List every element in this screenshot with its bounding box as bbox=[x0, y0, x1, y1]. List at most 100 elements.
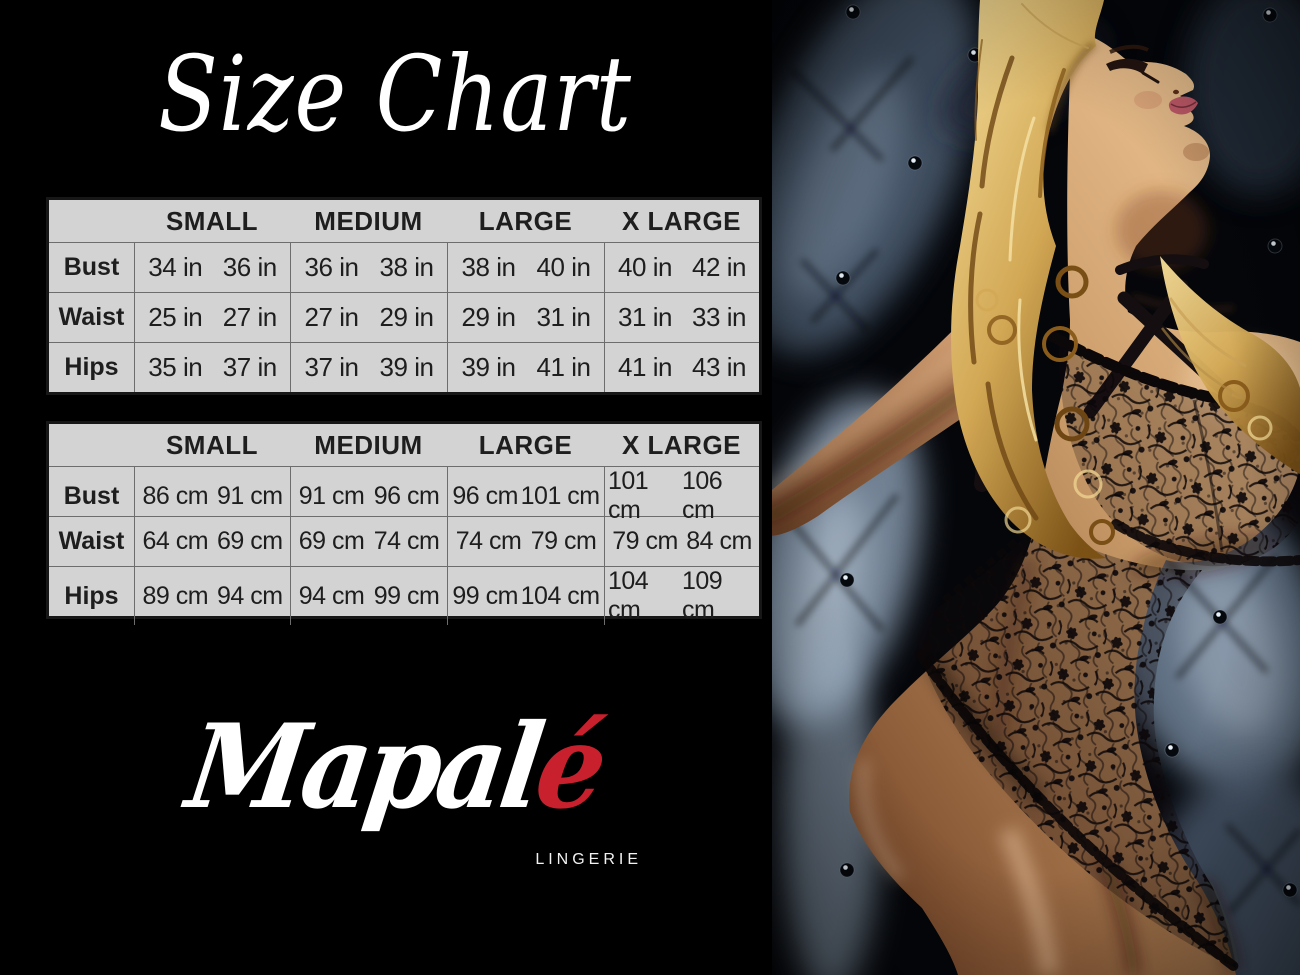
size-cell-small: 64 cm 69 cm bbox=[134, 517, 290, 566]
measure-value: 99 cm bbox=[373, 581, 440, 610]
measure-value: 106 cm bbox=[682, 467, 723, 524]
size-cell-large: 74 cm 79 cm bbox=[447, 517, 604, 566]
measure-value: 79 cm bbox=[612, 527, 678, 555]
measure-value: 37 in bbox=[222, 352, 277, 382]
measure-value: 69 cm bbox=[298, 527, 365, 555]
size-cell-small: 89 cm 94 cm bbox=[134, 567, 290, 625]
size-cell-small: 35 in 37 in bbox=[134, 343, 290, 392]
size-cell-xlarge: 79 cm 84 cm bbox=[604, 517, 759, 566]
table-row-hips: Hips 35 in 37 in 37 in 39 in 39 in 41 in 41… bbox=[49, 342, 759, 392]
measure-value: 41 in bbox=[536, 352, 591, 382]
measure-value: 40 in bbox=[618, 252, 672, 282]
header-medium: MEDIUM bbox=[314, 205, 423, 236]
table-row-hips: Hips 89 cm 94 cm 94 cm 99 cm 99 cm 104 cm 1… bbox=[49, 566, 759, 625]
size-cell-xlarge: 41 in 43 in bbox=[604, 343, 759, 392]
measure-value: 35 in bbox=[148, 352, 203, 382]
measure-value: 41 in bbox=[618, 352, 672, 382]
measure-value: 31 in bbox=[618, 302, 672, 332]
row-label: Waist bbox=[58, 527, 125, 555]
size-cell-xlarge: 101 cm 106 cm bbox=[604, 467, 759, 525]
measure-value: 25 in bbox=[148, 302, 203, 332]
measure-value: 104 cm bbox=[608, 567, 649, 624]
size-cell-large: 39 in 41 in bbox=[447, 343, 604, 392]
measure-value: 27 in bbox=[222, 302, 277, 332]
measure-value: 109 cm bbox=[682, 567, 723, 624]
brand-subtitle: LINGERIE bbox=[535, 851, 642, 868]
size-cell-large: 99 cm 104 cm bbox=[447, 567, 604, 625]
measure-value: 64 cm bbox=[142, 527, 209, 555]
size-cell-xlarge: 31 in 33 in bbox=[604, 293, 759, 342]
measure-value: 29 in bbox=[461, 302, 516, 332]
size-cell-large: 38 in 40 in bbox=[447, 243, 604, 292]
row-label: Bust bbox=[63, 481, 120, 510]
measure-value: 104 cm bbox=[520, 581, 600, 610]
row-label: Waist bbox=[58, 303, 125, 331]
brand-name-white: Mapal bbox=[179, 699, 548, 835]
size-cell-medium: 36 in 38 in bbox=[290, 243, 447, 292]
model-photo bbox=[743, 0, 1300, 975]
header-small: SMALL bbox=[165, 205, 259, 236]
row-label: Hips bbox=[64, 353, 119, 381]
size-cell-small: 25 in 27 in bbox=[134, 293, 290, 342]
header-large: LARGE bbox=[478, 429, 573, 460]
header-xlarge: X LARGE bbox=[621, 205, 742, 236]
measure-value: 89 cm bbox=[142, 581, 209, 610]
measure-value: 37 in bbox=[304, 352, 359, 382]
size-cell-small: 86 cm 91 cm bbox=[134, 467, 290, 525]
table-row-waist: Waist 64 cm 69 cm 69 cm 74 cm 74 cm 79 cm 7… bbox=[49, 516, 759, 566]
page-title: Size Chart bbox=[158, 33, 632, 155]
measure-value: 36 in bbox=[222, 252, 277, 282]
size-cell-small: 34 in 36 in bbox=[134, 243, 290, 292]
measure-value: 43 in bbox=[692, 352, 746, 382]
measure-value: 84 cm bbox=[686, 527, 752, 555]
table-header-row: SMALL MEDIUM LARGE X LARGE bbox=[49, 200, 759, 243]
measure-value: 86 cm bbox=[142, 481, 209, 510]
header-xlarge: X LARGE bbox=[621, 429, 742, 460]
measure-value: 91 cm bbox=[216, 481, 283, 510]
measure-value: 29 in bbox=[379, 302, 434, 332]
header-large: LARGE bbox=[478, 205, 573, 236]
measure-value: 31 in bbox=[536, 302, 591, 332]
size-cell-large: 29 in 31 in bbox=[447, 293, 604, 342]
table-header-row: SMALL MEDIUM LARGE X LARGE bbox=[49, 424, 759, 467]
model-photo-illustration bbox=[743, 0, 1300, 975]
measure-value: 69 cm bbox=[216, 527, 283, 555]
measure-value: 40 in bbox=[536, 252, 591, 282]
header-medium: MEDIUM bbox=[314, 429, 423, 460]
size-cell-xlarge: 104 cm 109 cm bbox=[604, 567, 759, 625]
measure-value: 101 cm bbox=[520, 481, 600, 510]
measure-value: 94 cm bbox=[216, 581, 283, 610]
measure-value: 96 cm bbox=[452, 481, 518, 510]
table-row-bust: Bust 86 cm 91 cm 91 cm 96 cm 96 cm 101 cm 1… bbox=[49, 467, 759, 525]
size-cell-medium: 37 in 39 in bbox=[290, 343, 447, 392]
measure-value: 96 cm bbox=[373, 481, 440, 510]
measure-value: 38 in bbox=[379, 252, 434, 282]
measure-value: 27 in bbox=[304, 302, 359, 332]
table-row-waist: Waist 25 in 27 in 27 in 29 in 29 in 31 in 3… bbox=[49, 292, 759, 342]
measure-value: 74 cm bbox=[373, 527, 440, 555]
measure-value: 91 cm bbox=[298, 481, 365, 510]
table-row-bust: Bust 34 in 36 in 36 in 38 in 38 in 40 in 40… bbox=[49, 243, 759, 292]
size-cell-medium: 27 in 29 in bbox=[290, 293, 447, 342]
brand-logo: Mapalé bbox=[23, 699, 768, 835]
size-cell-xlarge: 40 in 42 in bbox=[604, 243, 759, 292]
size-cell-large: 96 cm 101 cm bbox=[447, 467, 604, 525]
row-label: Bust bbox=[63, 253, 120, 281]
measure-value: 79 cm bbox=[530, 527, 597, 555]
size-table-cm: SMALL MEDIUM LARGE X LARGE Bust 86 cm 91 … bbox=[46, 421, 762, 625]
size-table-inches: SMALL MEDIUM LARGE X LARGE Bust 34 in 36 … bbox=[46, 197, 762, 395]
measure-value: 39 in bbox=[461, 352, 516, 382]
measure-value: 38 in bbox=[461, 252, 516, 282]
size-cell-medium: 94 cm 99 cm bbox=[290, 567, 447, 625]
photo-vignette bbox=[772, 0, 1300, 975]
measure-value: 42 in bbox=[692, 252, 746, 282]
size-cell-medium: 91 cm 96 cm bbox=[290, 467, 447, 525]
measure-value: 101 cm bbox=[608, 467, 649, 524]
header-small: SMALL bbox=[165, 429, 259, 460]
measure-value: 39 in bbox=[379, 352, 434, 382]
measure-value: 36 in bbox=[304, 252, 359, 282]
measure-value: 74 cm bbox=[455, 527, 522, 555]
measure-value: 34 in bbox=[148, 252, 203, 282]
size-cell-medium: 69 cm 74 cm bbox=[290, 517, 447, 566]
